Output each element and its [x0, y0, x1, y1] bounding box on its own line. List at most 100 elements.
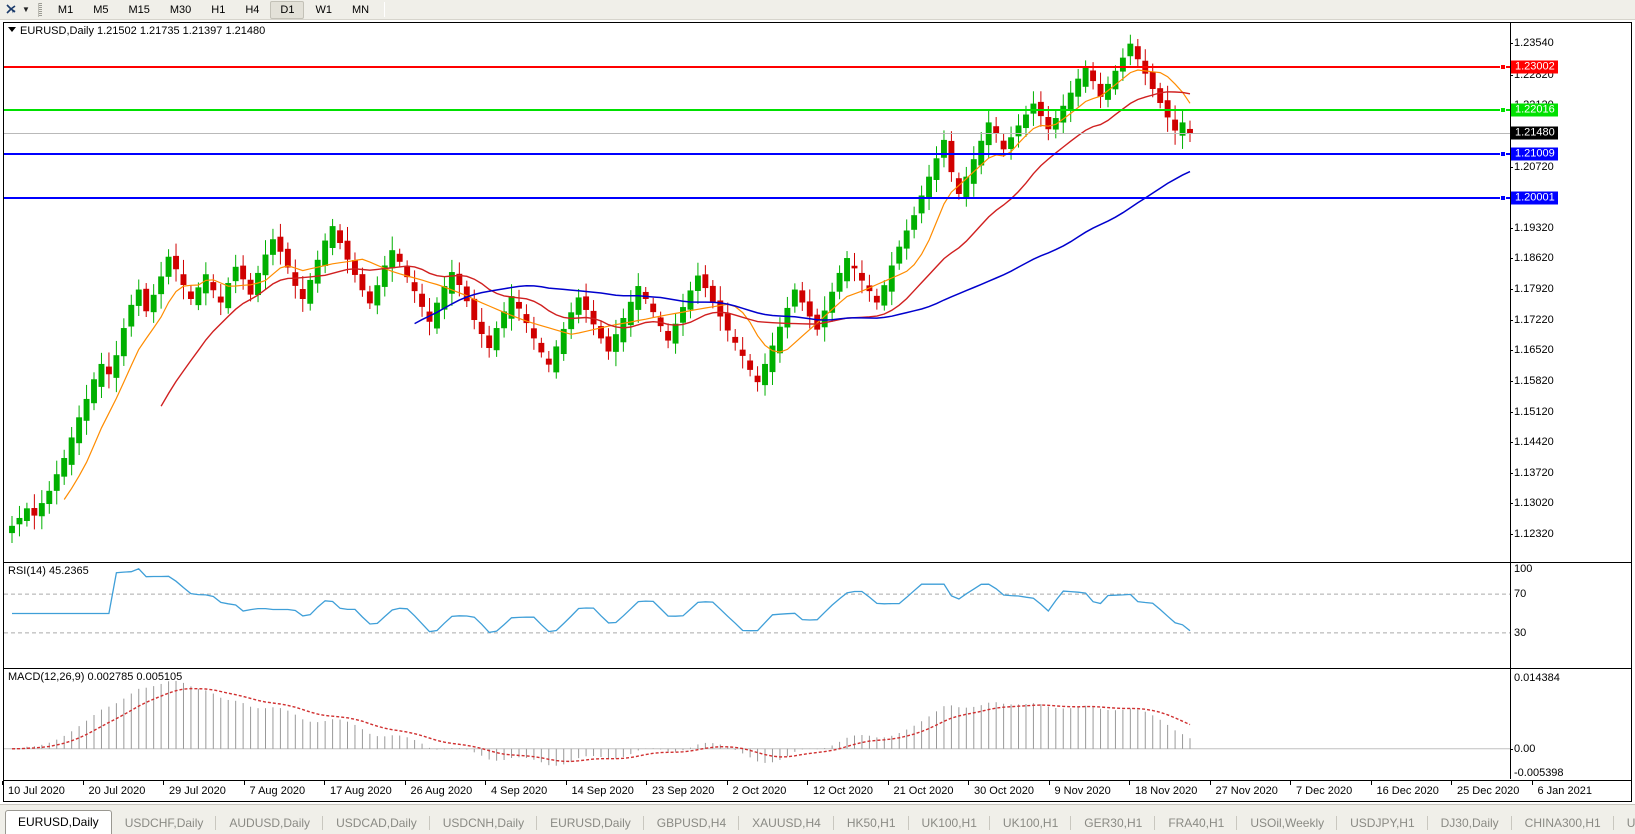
time-axis-label: 23 Sep 2020	[652, 785, 715, 797]
price-tick: 1.23540	[1510, 37, 1554, 50]
time-axis-label: 7 Aug 2020	[249, 785, 306, 797]
ma-fast-line	[63, 69, 1191, 500]
time-axis-label: 17 Aug 2020	[330, 785, 392, 797]
time-axis-label: 27 Nov 2020	[1215, 785, 1278, 797]
time-axis-tick	[163, 781, 164, 785]
time-axis-label: 26 Aug 2020	[410, 785, 473, 797]
timeframe-m30[interactable]: M30	[169, 3, 192, 16]
level-handle-blue[interactable]	[1500, 150, 1506, 157]
chart-tab-usdcad-daily[interactable]: USDCAD,Daily	[323, 812, 430, 834]
macd-signal-line	[11, 687, 1191, 763]
candlestick-series	[9, 34, 1193, 543]
rsi-pane-title: RSI(14) 45.2365	[8, 565, 89, 577]
price-scale-divider	[1510, 23, 1511, 779]
macd-plot	[4, 680, 1510, 766]
timeframe-m5[interactable]: M5	[93, 3, 109, 16]
price-tick: 1.12320	[1510, 528, 1554, 541]
macd-histogram	[18, 680, 1191, 766]
time-axis-tick	[968, 781, 969, 785]
time-axis-tick	[1048, 781, 1050, 785]
collapse-triangle-icon[interactable]	[8, 27, 16, 32]
time-axis-tick	[646, 781, 647, 785]
price-tick: 1.14420	[1510, 436, 1554, 449]
macd-tick: 0.014384	[1514, 672, 1560, 684]
price-level-tag-blue[interactable]: 1.20001	[1511, 191, 1558, 205]
time-axis-tick	[565, 781, 567, 785]
timeframe-h4[interactable]: H4	[245, 3, 260, 16]
time-axis-tick	[404, 781, 406, 785]
chart-tab-xauusd-h4[interactable]: XAUUSD,H4	[739, 812, 834, 834]
toolbar-grip[interactable]	[37, 2, 42, 17]
chart-window[interactable]: EURUSD,Daily 1.21502 1.21735 1.21397 1.2…	[2, 22, 1632, 802]
time-axis-label: 20 Jul 2020	[88, 785, 146, 797]
chart-tab-hk50-h1[interactable]: HK50,H1	[834, 812, 909, 834]
rsi-pane[interactable]: RSI(14) 45.2365 100 70 30	[4, 562, 1631, 664]
time-axis-tick	[1209, 781, 1211, 785]
time-axis-tick	[1129, 781, 1130, 785]
macd-pane-title: MACD(12,26,9) 0.002785 0.005105	[8, 671, 183, 683]
chart-tab-eurusd-daily[interactable]: EURUSD,Daily	[537, 812, 644, 834]
macd-pane[interactable]: MACD(12,26,9) 0.002785 0.005105 0.014384…	[4, 668, 1631, 779]
time-axis-label: 21 Oct 2020	[893, 785, 954, 797]
rsi-plot	[4, 568, 1510, 634]
time-axis-label: 2 Oct 2020	[732, 785, 787, 797]
chart-tab-audusd-daily[interactable]: AUDUSD,Daily	[216, 812, 323, 834]
time-axis: 10 Jul 2020 20 Jul 2020 29 Jul 2020 7 Aug 2…	[2, 780, 1631, 801]
time-axis-tick	[887, 781, 889, 785]
time-axis-tick	[243, 781, 245, 785]
chart-tab-gbpusd-h4[interactable]: GBPUSD,H4	[644, 812, 740, 834]
time-axis-label: 9 Nov 2020	[1054, 785, 1111, 797]
price-pane-title: EURUSD,Daily 1.21502 1.21735 1.21397 1.2…	[8, 25, 265, 37]
price-level-tag-black[interactable]: 1.21480	[1511, 126, 1558, 140]
chart-tab-uk100-h1[interactable]: UK100,H1	[990, 812, 1072, 834]
chart-tab-fra40-h1[interactable]: FRA40,H1	[1155, 812, 1238, 834]
chart-tab-china300-h1[interactable]: CHINA300,H1	[1512, 812, 1614, 834]
time-axis-label: 7 Dec 2020	[1296, 785, 1353, 797]
timeframe-d1[interactable]: D1	[270, 0, 305, 19]
price-tick: 1.17220	[1510, 313, 1554, 326]
price-tick: 1.13720	[1510, 466, 1554, 479]
level-handle-blue[interactable]	[1500, 194, 1506, 201]
last-price-line	[4, 133, 1510, 135]
rsi-tick: 30	[1514, 626, 1527, 639]
crosshair-arrow-icon[interactable]	[0, 3, 21, 16]
time-axis-tick	[807, 781, 808, 785]
price-level-tag-green[interactable]: 1.22016	[1511, 103, 1558, 117]
price-tick: 1.20720	[1510, 160, 1554, 173]
chevron-down-icon[interactable]: ▼	[22, 4, 30, 14]
level-line-blue[interactable]	[4, 196, 1510, 199]
time-axis-label: 25 Dec 2020	[1457, 785, 1520, 797]
chart-tab-dj30-daily[interactable]: DJ30,Daily	[1428, 812, 1512, 834]
rsi-line	[12, 568, 1191, 634]
price-level-tag-blue[interactable]: 1.21009	[1511, 147, 1558, 161]
price-tick: 1.13020	[1510, 497, 1554, 510]
time-axis-label: 12 Oct 2020	[813, 785, 873, 797]
timeframe-h1[interactable]: H1	[211, 3, 226, 16]
price-level-tag-red[interactable]: 1.23002	[1511, 60, 1558, 74]
level-line-blue[interactable]	[4, 152, 1510, 155]
chart-tab-usoil-weekly[interactable]: USOil,Weekly	[1237, 812, 1337, 834]
level-line-red[interactable]	[4, 65, 1510, 68]
time-axis-tick	[1531, 781, 1533, 785]
chart-tab-usdchf-daily[interactable]: USDCHF,Daily	[112, 812, 217, 834]
level-handle-green[interactable]	[1500, 106, 1506, 113]
level-line-green[interactable]	[4, 108, 1510, 111]
chart-tab-eurusd-daily[interactable]: EURUSD,Daily	[5, 810, 112, 834]
time-axis-tick	[1370, 781, 1372, 785]
timeframe-w1[interactable]: W1	[315, 3, 332, 16]
chart-tab-ger30-h1[interactable]: GER30,H1	[1071, 812, 1156, 834]
chart-tab-usdjpy-h1[interactable]: USDJPY,H1	[1337, 812, 1429, 834]
timeframe-m1[interactable]: M1	[57, 3, 74, 16]
chart-tab-bar: EURUSD,Daily USDCHF,Daily AUDUSD,Daily USDC…	[0, 804, 1635, 834]
timeframe-mn[interactable]: MN	[351, 3, 370, 16]
price-tick: 1.16520	[1510, 344, 1554, 357]
price-plot	[9, 34, 1193, 543]
price-pane[interactable]: EURUSD,Daily 1.21502 1.21735 1.21397 1.2…	[4, 23, 1631, 779]
ma-medium-line	[160, 91, 1191, 407]
level-handle-red[interactable]	[1500, 63, 1506, 70]
chart-tab-usoil[interactable]: USOil,	[1614, 812, 1635, 834]
timeframe-m15[interactable]: M15	[128, 3, 150, 16]
chart-tab-usdcnh-daily[interactable]: USDCNH,Daily	[430, 812, 538, 834]
toolbar-separator	[384, 2, 386, 17]
chart-tab-uk100-h1[interactable]: UK100,H1	[909, 812, 991, 834]
